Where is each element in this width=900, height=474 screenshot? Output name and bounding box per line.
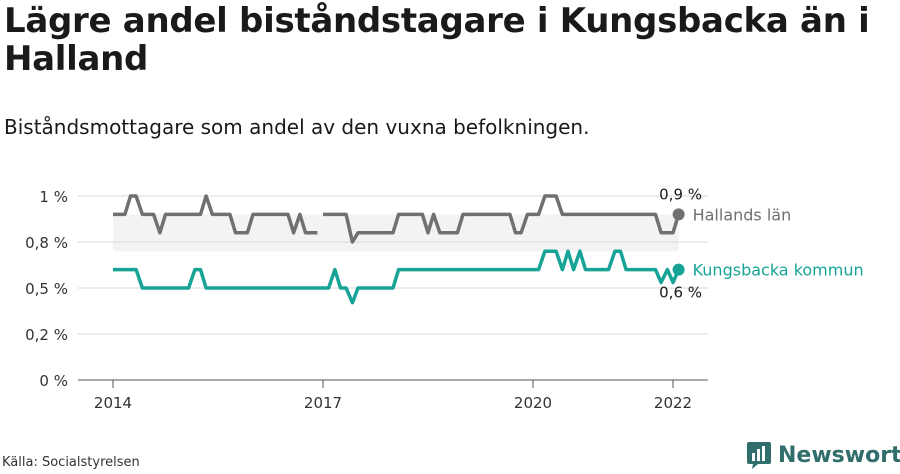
chart-subtitle: Biståndsmottagare som andel av den vuxna… (4, 115, 590, 139)
x-tick-label: 2017 (304, 394, 342, 412)
series-line-halland (323, 194, 681, 244)
y-tick-label: 0 % (39, 372, 68, 390)
series-value-label: 0,9 % (659, 185, 702, 203)
brand-logo: Newsworthy (746, 440, 900, 470)
x-tick-label: 2020 (514, 394, 552, 412)
source-note: Källa: Socialstyrelsen (2, 455, 140, 470)
y-tick-label: 0,5 % (25, 280, 68, 298)
y-tick-label: 0,2 % (25, 326, 68, 344)
x-tick-label: 2014 (94, 394, 132, 412)
series-line-kungsbacka (113, 249, 681, 305)
series-name-label: Kungsbacka kommun (693, 261, 864, 280)
brand-name: Newsworthy (778, 442, 900, 468)
y-tick-label: 1 % (39, 188, 68, 206)
series-value-label: 0,6 % (659, 284, 702, 302)
series-end-point (672, 263, 685, 276)
series-line-halland (113, 194, 318, 235)
series-name-label: Hallands län (693, 205, 792, 224)
chart-title: Lägre andel biståndstagare i Kungsbacka … (4, 1, 870, 79)
series-end-point (672, 208, 685, 221)
newsworthy-icon (747, 442, 771, 469)
y-tick-label: 0,8 % (25, 234, 68, 252)
x-tick-label: 2022 (654, 394, 692, 412)
